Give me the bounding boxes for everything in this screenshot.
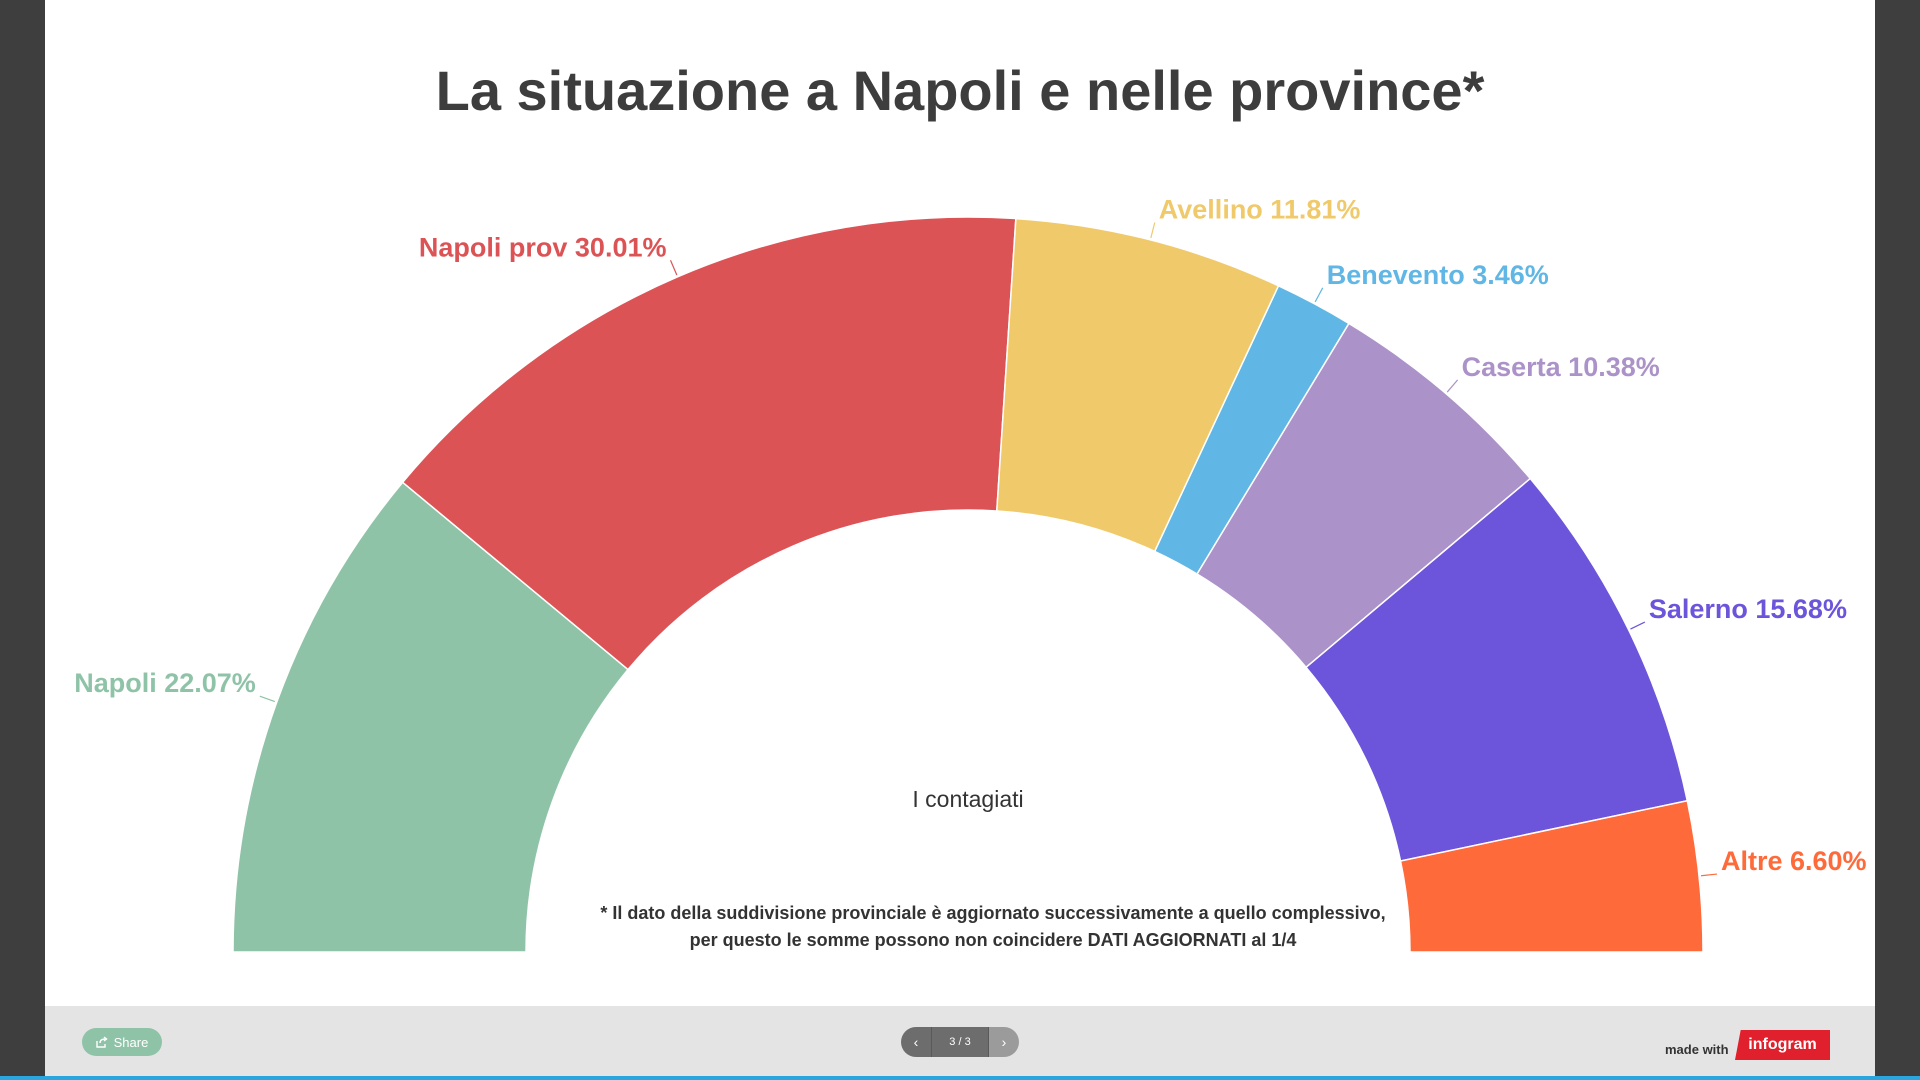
slice-napoli[interactable] xyxy=(232,481,630,953)
slice-label: Altre 6.60% xyxy=(1721,846,1867,876)
label-leader-line xyxy=(1700,873,1718,877)
slice-label: Salerno 15.68% xyxy=(1649,594,1847,624)
slice-label: Napoli prov 30.01% xyxy=(419,232,667,262)
semi-donut-chart: Napoli 22.07% Napoli prov 30.01% Avellino … xyxy=(74,195,1867,953)
share-button[interactable]: Share xyxy=(82,1028,162,1056)
center-label: I contagiati xyxy=(912,786,1023,812)
slice-label: Avellino 11.81% xyxy=(1159,195,1361,225)
slice-label: Caserta 10.38% xyxy=(1462,352,1660,382)
share-label: Share xyxy=(113,1034,149,1050)
slice-altre[interactable] xyxy=(1399,799,1704,953)
made-with-text: made with xyxy=(1665,1042,1729,1057)
footnote-line-2: per questo le somme possono non coincide… xyxy=(690,930,1297,950)
label-leader-line xyxy=(669,260,678,276)
chart-title: La situazione a Napoli e nelle province* xyxy=(435,59,1485,122)
slice-label: Benevento 3.46% xyxy=(1327,260,1549,290)
label-leader-line xyxy=(1150,222,1156,239)
pager-count: 3 / 3 xyxy=(931,1027,989,1057)
bottom-accent-bar xyxy=(0,1076,1920,1080)
footer-bar: Share ‹ 3 / 3 › made with infogram xyxy=(45,1006,1875,1076)
label-leader-line xyxy=(1314,287,1324,303)
slice-napoli-prov[interactable] xyxy=(401,216,1017,671)
infogram-logo[interactable]: infogram xyxy=(1735,1030,1830,1060)
label-leader-line xyxy=(1446,379,1459,393)
pager: ‹ 3 / 3 › xyxy=(901,1027,1019,1057)
label-leader-line xyxy=(259,695,276,703)
chevron-left-icon[interactable]: ‹ xyxy=(901,1027,931,1057)
chevron-right-icon[interactable]: › xyxy=(989,1027,1019,1057)
slice-label: Napoli 22.07% xyxy=(74,668,256,698)
footnote-line-1: * Il dato della suddivisione provinciale… xyxy=(600,903,1385,923)
label-leader-line xyxy=(1630,621,1646,630)
chart-card: La situazione a Napoli e nelle province*… xyxy=(45,0,1875,1076)
share-icon xyxy=(95,1036,108,1048)
